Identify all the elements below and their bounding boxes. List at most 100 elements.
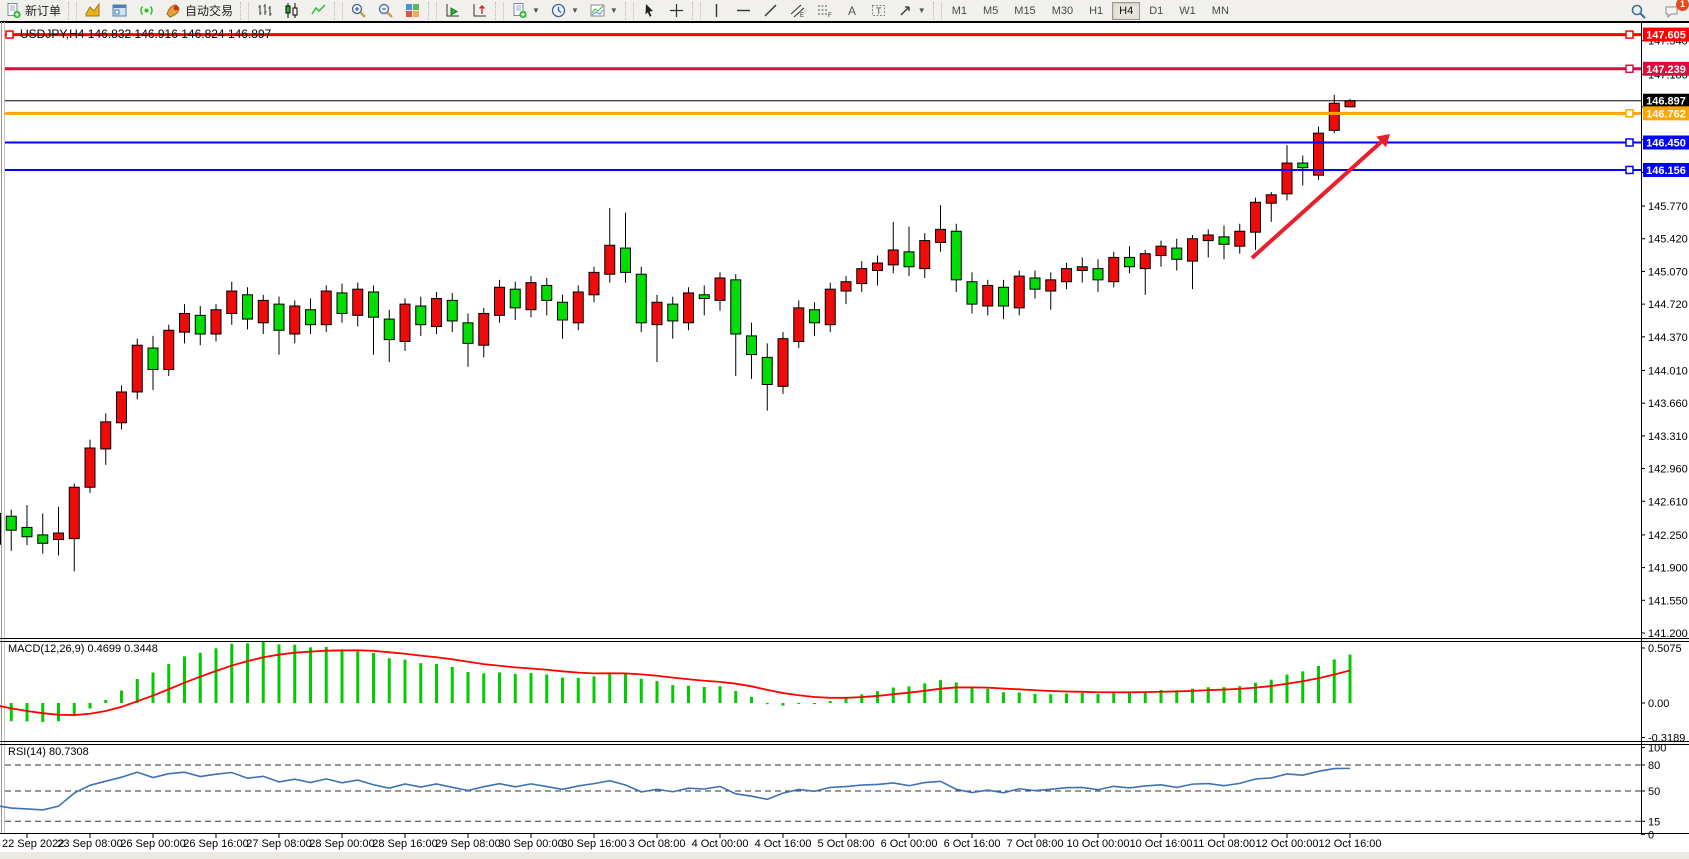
indicators-dropdown-caret-icon[interactable]: ▼: [532, 6, 540, 15]
zoom-in-button[interactable]: [346, 0, 371, 21]
linechart-icon: [310, 2, 327, 19]
time-axis-label[interactable]: 27 Sep 08:00: [246, 838, 311, 850]
price-axis-label: 143.310: [1648, 431, 1688, 443]
candle-body: [1108, 256, 1120, 283]
candle-body: [1265, 194, 1277, 204]
horizontal-line-button[interactable]: [731, 0, 756, 21]
zoom-out-icon: [377, 2, 394, 19]
zoom-out-button[interactable]: [373, 0, 398, 21]
timeframe-w1-button[interactable]: W1: [1179, 4, 1196, 17]
candle-body: [1250, 201, 1261, 233]
level-line-right-handle[interactable]: [1625, 109, 1634, 118]
level-line-right-handle[interactable]: [1625, 138, 1634, 147]
indicators-button[interactable]: ▼: [507, 0, 544, 21]
equidistant-channel-button[interactable]: E: [785, 0, 810, 21]
arrows-button[interactable]: ▼: [893, 0, 930, 21]
charts-button[interactable]: [80, 0, 105, 21]
timeframe-m15-button[interactable]: M15: [1014, 4, 1036, 17]
crosshair-button[interactable]: [664, 0, 689, 21]
notifications-button[interactable]: 1: [1659, 0, 1689, 22]
level-line-right-handle[interactable]: [1625, 30, 1634, 39]
candle-body: [289, 305, 301, 335]
time-axis-label[interactable]: 23 Sep 08:00: [57, 838, 122, 850]
time-axis-label[interactable]: 26 Sep 16:00: [183, 838, 248, 850]
chart-region[interactable]: 147.540147.180146.830146.480146.130145.7…: [0, 22, 1689, 859]
time-axis-label[interactable]: 3 Oct 08:00: [629, 838, 686, 850]
time-axis-label[interactable]: 30 Sep 00:00: [498, 838, 563, 850]
candle-chart-mode-button[interactable]: [279, 0, 304, 21]
new-order-button[interactable]: 新订单: [1, 0, 65, 21]
candle-body: [194, 314, 206, 335]
vertical-line-button[interactable]: [704, 0, 729, 21]
time-axis-label[interactable]: 22 Sep 2022: [2, 838, 64, 850]
time-axis-label[interactable]: 5 Oct 08:00: [818, 838, 875, 850]
timeframe-m5-button[interactable]: M5: [983, 4, 999, 17]
line-chart-mode-button[interactable]: [306, 0, 331, 21]
time-axis-label[interactable]: 7 Oct 08:00: [1007, 838, 1064, 850]
templates-button[interactable]: ▼: [585, 0, 622, 21]
time-axis-label[interactable]: 12 Oct 00:00: [1256, 838, 1319, 850]
text-button[interactable]: A: [839, 0, 864, 21]
shift-icon: [471, 2, 488, 19]
timeframe-m1-button[interactable]: M1: [951, 4, 967, 17]
time-axis-label[interactable]: 10 Oct 00:00: [1067, 838, 1130, 850]
price-badge-label: 147.605: [1646, 30, 1686, 42]
window-bottom-strip: [0, 852, 1689, 859]
time-axis-label[interactable]: 30 Sep 16:00: [561, 838, 626, 850]
bar-chart-mode-button[interactable]: [252, 0, 277, 21]
candle-body: [1218, 236, 1230, 245]
timeframe-h4-button[interactable]: H4: [1112, 1, 1141, 20]
candle-body: [1234, 230, 1246, 247]
price-badge-147.239: [1643, 61, 1689, 76]
level-line-right-handle[interactable]: [1625, 64, 1634, 74]
timeframe-d1-button[interactable]: D1: [1149, 4, 1164, 17]
autotrade-label: 自动交易: [185, 4, 234, 18]
level-line-left-handle[interactable]: [5, 30, 14, 39]
price-badge-146.897: [1643, 93, 1689, 108]
fibonacci-button[interactable]: F: [812, 0, 837, 21]
candle-body: [667, 303, 679, 322]
text-label-button[interactable]: T: [866, 0, 891, 21]
tile-windows-button[interactable]: [400, 0, 425, 21]
signals-button[interactable]: [134, 0, 159, 21]
templates-dropdown-caret-icon[interactable]: ▼: [609, 6, 618, 15]
auto-scroll-button[interactable]: [440, 0, 465, 21]
price-axis-label: 142.960: [1648, 464, 1688, 476]
time-axis-label[interactable]: 6 Oct 16:00: [944, 838, 1001, 850]
price-badge-label: 146.762: [1646, 108, 1686, 120]
macd-signal-line: [0, 649, 1351, 716]
notification-badge: 1: [1676, 0, 1689, 11]
time-axis-label[interactable]: 4 Oct 16:00: [755, 838, 812, 850]
time-axis-label[interactable]: 4 Oct 00:00: [692, 838, 749, 850]
candle-body: [887, 249, 899, 266]
price-badge-146.450: [1643, 135, 1689, 150]
cursor-button[interactable]: [637, 0, 662, 21]
time-axis-label[interactable]: 12 Oct 16:00: [1319, 838, 1382, 850]
candle-body: [620, 247, 631, 273]
svg-text:T: T: [876, 6, 882, 16]
search-button[interactable]: [1626, 1, 1651, 22]
timeframe-mn-button[interactable]: MN: [1211, 4, 1229, 17]
time-axis-label[interactable]: 6 Oct 00:00: [881, 838, 938, 850]
level-line-right-handle[interactable]: [1625, 165, 1634, 175]
time-axis-label[interactable]: 11 Oct 08:00: [1193, 838, 1255, 850]
chart-shift-button[interactable]: [467, 0, 492, 21]
trend-arrow[interactable]: [1250, 137, 1386, 260]
text-label-icon: T: [870, 2, 887, 19]
periods-dropdown-caret-icon[interactable]: ▼: [570, 6, 579, 15]
time-axis-label[interactable]: 28 Sep 16:00: [372, 838, 437, 850]
candle-body: [163, 329, 175, 371]
trend-line-button[interactable]: [758, 0, 783, 21]
price-chart[interactable]: 147.540147.180146.830146.480146.130145.7…: [0, 22, 1689, 859]
time-axis-label[interactable]: 29 Sep 08:00: [435, 838, 500, 850]
time-axis-label[interactable]: 26 Sep 00:00: [120, 838, 185, 850]
time-axis-label[interactable]: 28 Sep 00:00: [309, 838, 374, 850]
timeframe-m30-button[interactable]: M30: [1051, 4, 1074, 17]
arrows-dropdown-caret-icon[interactable]: ▼: [917, 6, 926, 15]
market-watch-button[interactable]: [107, 0, 132, 21]
periods-button[interactable]: ▼: [546, 0, 583, 21]
time-axis-label[interactable]: 10 Oct 16:00: [1130, 838, 1193, 850]
rsi-axis-label: 15: [1648, 816, 1660, 828]
timeframe-h1-button[interactable]: H1: [1089, 4, 1104, 17]
autotrade-button[interactable]: 自动交易: [161, 0, 237, 21]
